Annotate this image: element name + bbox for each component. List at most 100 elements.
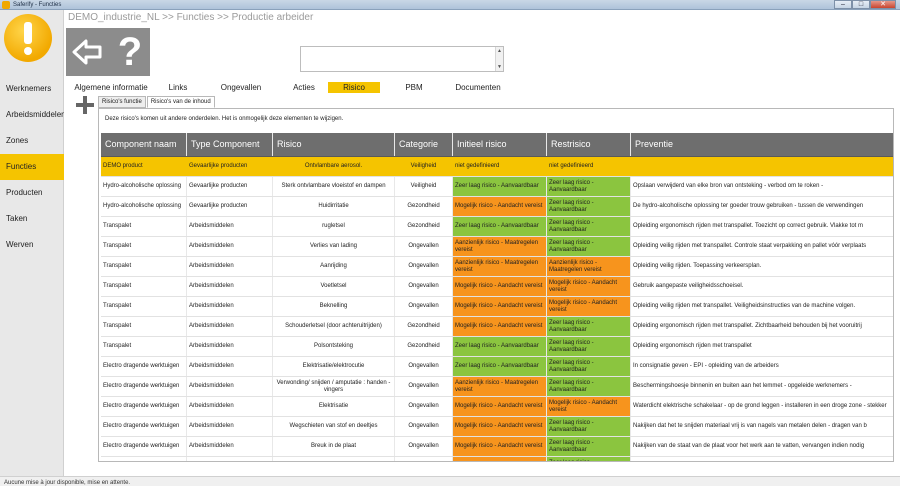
tab-algemene-informatie[interactable]: Algemene informatie [74,83,148,92]
table-row[interactable]: Transpalet Arbeidsmiddelen Voetletsel Ongev… [101,277,893,297]
column-header[interactable]: Initieel risico [453,133,547,156]
table-row[interactable]: Transpalet Arbeidsmiddelen rugletsel Gezond… [101,217,893,237]
column-header[interactable]: Restrisico [547,133,631,156]
app-icon [2,1,10,9]
tab-risico[interactable]: Risico [328,82,380,93]
table-row[interactable]: Transpalet Arbeidsmiddelen Aanrijding Ongev… [101,257,893,277]
column-header[interactable]: Type Component [187,133,273,156]
table-cell: Arbeidsmiddelen [187,257,273,276]
warning-logo-icon [4,14,52,62]
scroll-down-icon[interactable]: ▼ [497,64,502,70]
table-cell: Mogelijk risico - Aandacht vereist [547,297,631,316]
table-cell: Aanzienlijk risico - Maatregelen vereist [453,257,547,276]
table-cell: Zeer laag risico - Aanvaardbaar [453,217,547,236]
sidebar-item-werven[interactable]: Werven [6,240,34,249]
table-cell: Aanzienlijk risico - Maatregelen vereist [453,377,547,396]
table-cell: Mogelijk risico - Aandacht vereist [453,317,547,336]
subtab-functie[interactable]: Risico's functie [98,96,146,108]
table-row[interactable]: Transpalet Arbeidsmiddelen Verlies van lad… [101,237,893,257]
table-cell: Electro dragende werktuigen [101,397,187,416]
table-cell: Transpalet [101,277,187,296]
table-row[interactable]: Electro dragende werktuigenArbeidsmiddel… [101,457,893,461]
table-cell: Electro dragende werktuigen [101,417,187,436]
tab-acties[interactable]: Acties [293,83,315,92]
table-cell: Elektrisatie/elektrocutie [273,357,395,376]
note-scrollbar[interactable]: ▲ ▼ [495,47,503,71]
back-arrow-icon [72,39,102,65]
table-cell: Zeer laag risico - Aanvaardbaar [453,177,547,196]
table-cell: Mogelijk risico - Aandacht vereist [547,397,631,416]
table-cell: Breuk in de plaat [273,437,395,456]
table-cell: Arbeidsmiddelen [187,297,273,316]
table-cell: Schouderletsel (door achteruitrijden) [273,317,395,336]
table-cell: Transpalet [101,217,187,236]
table-cell: Arbeidsmiddelen [187,337,273,356]
table-cell: Zeer laag risico - Aanvaardbaar [547,177,631,196]
sidebar-item-zones[interactable]: Zones [6,136,29,145]
table-row[interactable]: Transpalet Arbeidsmiddelen Schouderletsel … [101,317,893,337]
sidebar: Werknemers Arbeidsmiddelen Zones Functies Pr… [0,10,64,476]
main-tabs: Algemene informatie Links Ongevallen Acties… [68,82,518,94]
sidebar-item-taken[interactable]: Taken [6,214,28,223]
table-cell: Opleiding veilig rijden. Toepassing verk… [631,257,893,276]
tab-links[interactable]: Links [168,83,188,92]
table-cell: Ongevallen [395,257,453,276]
table-cell: Ongevallen [395,357,453,376]
table-row[interactable]: Hydro-alcoholische oplossing Gevaarlijke … [101,197,893,217]
table-cell: Arbeidsmiddelen [187,377,273,396]
table-cell: Gebruik aangepaste veiligheidsschoeisel. [631,277,893,296]
sidebar-nav: Werknemers Arbeidsmiddelen Zones Functies Pr… [0,76,64,258]
table-cell: Nakijken dat het te snijden materiaal vr… [631,417,893,436]
table-cell: Opleiding ergonomisch rijden met transpa… [631,317,893,336]
tab-pbm[interactable]: PBM [405,83,423,92]
table-cell: Arbeidsmiddelen [187,437,273,456]
table-cell: Transpalet [101,337,187,356]
table-cell: Arbeidsmiddelen [187,457,273,461]
table-row[interactable]: Transpalet Arbeidsmiddelen Beknelling Ongev… [101,297,893,317]
sidebar-item-functies[interactable]: Functies [0,154,64,180]
table-cell: In consignatie geven - EPI - opleiding v… [631,357,893,376]
sidebar-item-producten[interactable]: Producten [6,188,43,197]
sidebar-item-arbeidsmiddelen[interactable]: Arbeidsmiddelen [6,110,64,119]
table-cell: Gezondheid [395,217,453,236]
maximize-button[interactable]: □ [852,0,870,9]
table-cell: Arbeidsmiddelen [187,217,273,236]
table-cell: Zeer laag risico - Aanvaardbaar [547,437,631,456]
table-row[interactable]: Hydro-alcoholische oplossing Gevaarlijke … [101,177,893,197]
table-row[interactable]: Transpalet Arbeidsmiddelen Polsontsteking G… [101,337,893,357]
column-header[interactable]: Component naam [101,133,187,156]
status-text: Aucune mise à jour disponible, mise en a… [4,480,131,486]
subtab-inhoud[interactable]: Risico's van de inhoud [146,96,215,108]
table-cell: Ongevallen [395,297,453,316]
sidebar-item-werknemers[interactable]: Werknemers [6,84,52,93]
table-cell: Opleiding veilig rijden met transpallet.… [631,237,893,256]
help-button[interactable]: ? [117,30,143,74]
minimize-button[interactable]: – [834,0,852,9]
table-row[interactable]: DEMO product Gevaarlijke producten Ontvlam… [101,157,893,177]
table-cell: Ongevallen [395,397,453,416]
tab-ongevallen[interactable]: Ongevallen [220,83,262,92]
table-cell: Geen kleding met koorden - uitrusting di… [631,457,893,461]
table-cell: Aanrijding [273,257,395,276]
table-cell: Arbeidsmiddelen [187,357,273,376]
column-header[interactable]: Risico [273,133,395,156]
scroll-up-icon[interactable]: ▲ [497,48,502,54]
column-header[interactable]: Preventie [631,133,893,156]
column-header[interactable]: Categorie [395,133,453,156]
table-cell: Zeer laag risico - Aanvaardbaar [547,357,631,376]
close-button[interactable]: ✕ [870,0,896,9]
tab-documenten[interactable]: Documenten [455,83,501,92]
add-icon[interactable] [76,96,94,114]
table-cell: Grijpen [273,457,395,461]
table-cell: Mogelijk risico - Aandacht vereist [453,197,547,216]
table-cell: Arbeidsmiddelen [187,417,273,436]
table-cell: Ongevallen [395,417,453,436]
table-cell: Transpalet [101,257,187,276]
back-button[interactable] [66,28,150,76]
note-input[interactable]: ▲ ▼ [300,46,504,72]
